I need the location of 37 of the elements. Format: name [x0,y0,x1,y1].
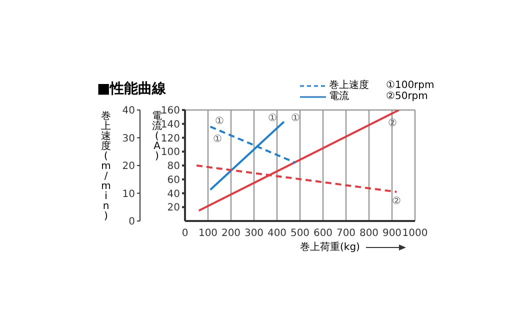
x-tick-label: 300 [244,228,264,240]
x-tick-label: 200 [221,228,241,240]
x-axis-title: 巻上荷重(kg) [300,240,360,254]
y-tick-label: 80 [167,161,180,172]
x-tick-label: 1000 [402,228,428,240]
y-tick-label: 60 [167,174,180,186]
text: ①100rpm [386,80,434,91]
y-tick-label: 20 [167,202,180,214]
x-tick-label: 0 [182,228,188,240]
annotation: ① [291,113,300,124]
y2-tick-label: 30 [122,133,135,144]
x-tick-label: 400 [267,228,287,240]
annotation: ② [392,196,401,207]
x-tick-label: 500 [290,228,310,240]
text: 巻上速度 [329,80,370,91]
x-tick-label: 700 [336,228,356,240]
x-tick-label: 100 [198,228,218,240]
chart-title: ■性能曲線 [97,80,166,98]
y-tick-label: 40 [167,188,180,200]
annotation: ① [215,116,224,127]
x-tick-label: 800 [359,228,379,240]
text: 巻上速度(m/min) [101,111,111,222]
y-tick-label: 160 [160,106,180,117]
y-tick-label: 120 [160,133,180,144]
x-tick-label: 900 [382,228,402,240]
text: 電流 [329,91,350,102]
y2-tick-label: 10 [122,188,135,200]
y-tick-label: 100 [160,147,180,158]
y2-tick-label: 40 [122,106,135,117]
text: ②50rpm [386,91,428,102]
x-tick-label: 600 [313,228,333,240]
annotation: ① [268,113,277,124]
y2-tick-label: 20 [122,161,135,172]
y-axis-title: 電流(A) [151,111,162,162]
y2-tick-label: 0 [128,216,135,228]
annotation: ① [213,134,222,145]
y-tick-label: 140 [160,119,180,130]
